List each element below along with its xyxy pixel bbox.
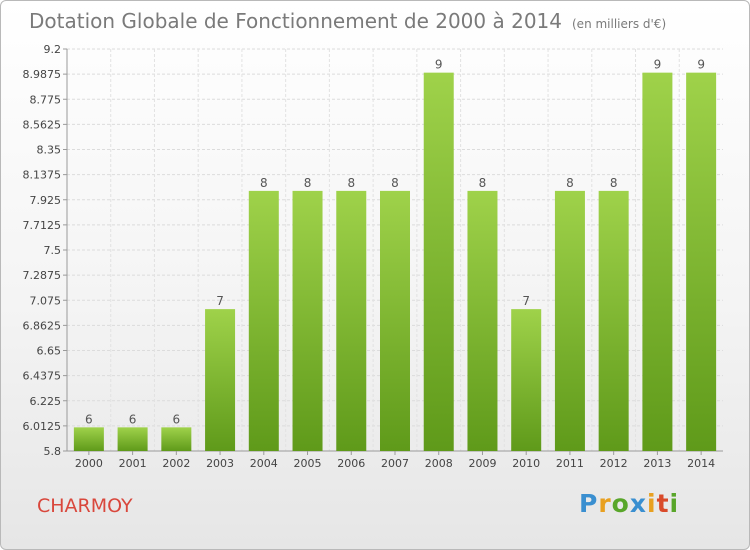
data-label: 9 <box>697 58 705 72</box>
x-tick-label: 2012 <box>600 457 628 470</box>
bars <box>73 72 717 451</box>
data-label: 9 <box>435 58 443 72</box>
x-tick-label: 2000 <box>75 457 103 470</box>
y-tick-label: 8.1375 <box>23 169 62 182</box>
data-label: 7 <box>216 294 224 308</box>
bar-2008 <box>423 72 454 451</box>
x-tick-label: 2009 <box>468 457 496 470</box>
y-tick-label: 5.8 <box>44 445 62 458</box>
y-tick-label: 7.7125 <box>23 219 62 232</box>
logo-letter: r <box>598 489 612 518</box>
y-tick-label: 8.35 <box>37 144 62 157</box>
labels: 5.8 6.0125 6.225 6.4375 6.65 6.8625 7.075 7.287… <box>23 43 716 470</box>
chart-unit-label: (en milliers d'€) <box>572 17 667 31</box>
bar-2001 <box>117 427 148 451</box>
y-tick-label: 8.775 <box>30 93 62 106</box>
data-label: 6 <box>173 412 181 426</box>
x-tick-label: 2005 <box>294 457 322 470</box>
proxiti-logo[interactable]: Proxiti <box>579 489 679 518</box>
bar-2004 <box>248 190 279 451</box>
bar-2000 <box>73 427 104 451</box>
y-tick-label: 8.5625 <box>23 118 62 131</box>
bar-2012 <box>598 190 629 451</box>
bar-2002 <box>161 427 192 451</box>
bar-2007 <box>380 190 410 451</box>
data-label: 8 <box>260 176 268 190</box>
x-tick-label: 2006 <box>337 457 365 470</box>
y-tick-label: 9.2 <box>44 43 62 56</box>
chart-title-text: Dotation Globale de Fonctionnement de 20… <box>29 9 562 33</box>
x-tick-label: 2002 <box>162 457 190 470</box>
x-tick-label: 2014 <box>687 457 715 470</box>
data-label: 8 <box>610 176 618 190</box>
y-tick-label: 7.925 <box>30 194 62 207</box>
logo-letter: t <box>656 489 670 518</box>
y-tick-label: 6.225 <box>30 395 62 408</box>
bar-2009 <box>467 190 498 451</box>
x-tick-label: 2008 <box>425 457 453 470</box>
data-label: 8 <box>479 176 487 190</box>
y-tick-label: 7.075 <box>30 294 62 307</box>
data-label: 8 <box>566 176 574 190</box>
x-tick-label: 2011 <box>556 457 584 470</box>
bar-2014 <box>686 72 717 451</box>
data-label: 6 <box>129 412 137 426</box>
y-tick-label: 8.9875 <box>23 68 62 81</box>
y-tick-label: 7.5 <box>44 244 62 257</box>
data-label: 7 <box>522 294 530 308</box>
logo-letter: x <box>629 489 647 518</box>
bar-2003 <box>205 309 236 451</box>
x-tick-label: 2001 <box>119 457 147 470</box>
data-label: 8 <box>304 176 312 190</box>
y-tick-label: 6.0125 <box>23 420 62 433</box>
bar-2005 <box>292 190 323 451</box>
bar-2011 <box>554 190 585 451</box>
bar-2010 <box>511 309 542 451</box>
logo-letter: P <box>579 489 599 518</box>
y-tick-label: 6.65 <box>37 345 62 358</box>
logo-letter: o <box>611 489 630 518</box>
y-tick-label: 6.8625 <box>23 319 62 332</box>
x-tick-label: 2013 <box>643 457 671 470</box>
x-tick-label: 2010 <box>512 457 540 470</box>
y-tick-label: 6.4375 <box>23 370 62 383</box>
x-tick-label: 2004 <box>250 457 278 470</box>
bar-2006 <box>336 190 367 451</box>
data-label: 9 <box>654 58 662 72</box>
chart-title: Dotation Globale de Fonctionnement de 20… <box>29 9 666 33</box>
y-tick-label: 7.2875 <box>23 269 62 282</box>
x-tick-label: 2003 <box>206 457 234 470</box>
data-label: 6 <box>85 412 93 426</box>
logo-letter: i <box>669 489 680 518</box>
data-label: 8 <box>347 176 355 190</box>
commune-name: CHARMOY <box>37 495 133 517</box>
logo-letter: i <box>647 489 657 518</box>
bar-2013 <box>642 72 673 451</box>
data-label: 8 <box>391 176 399 190</box>
x-tick-label: 2007 <box>381 457 409 470</box>
